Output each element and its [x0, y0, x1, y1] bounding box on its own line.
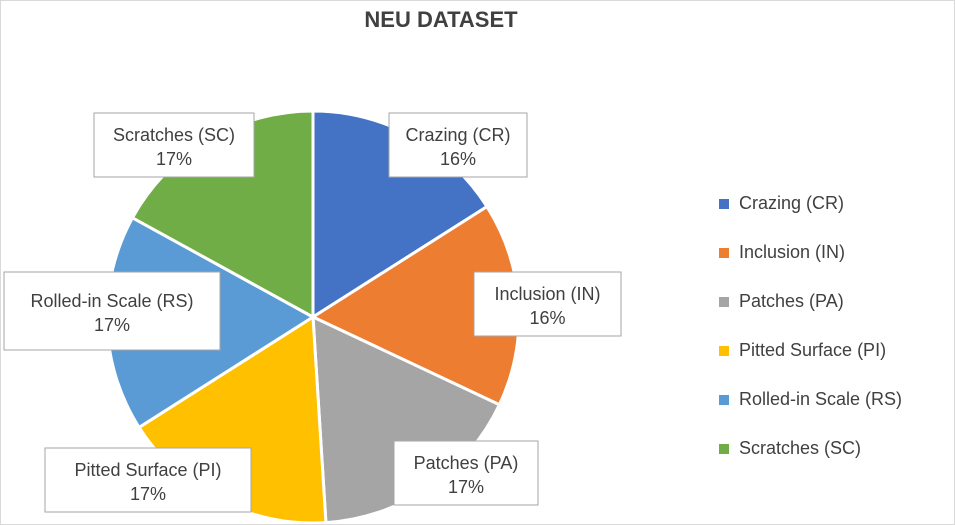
- legend-label: Rolled-in Scale (RS): [739, 389, 903, 409]
- data-label-value: 16%: [529, 308, 565, 328]
- data-label-category: Scratches (SC): [113, 125, 235, 145]
- chart-title: NEU DATASET: [364, 7, 518, 32]
- legend-item: Crazing (CR): [719, 179, 902, 228]
- data-label-box: [388, 112, 528, 178]
- data-label-box: [93, 112, 255, 178]
- legend: Crazing (CR) Inclusion (IN) Patches (PA)…: [719, 179, 902, 473]
- legend-item: Rolled-in Scale (RS): [719, 375, 902, 424]
- data-label-box: [3, 271, 221, 351]
- legend-item: Pitted Surface (PI): [719, 326, 902, 375]
- data-label-value: 17%: [156, 149, 192, 169]
- legend-label: Inclusion (IN): [739, 242, 846, 262]
- data-label-value: 16%: [440, 149, 476, 169]
- legend-item: Scratches (SC): [719, 424, 902, 473]
- legend-label: Patches (PA): [739, 291, 844, 311]
- data-label-category: Inclusion (IN): [494, 284, 600, 304]
- data-label-category: Pitted Surface (PI): [74, 460, 221, 480]
- legend-swatch: [719, 443, 729, 454]
- data-label-box: [44, 447, 252, 513]
- legend-swatch: [719, 394, 729, 405]
- legend-item: Patches (PA): [719, 277, 902, 326]
- data-label-value: 17%: [448, 477, 484, 497]
- legend-swatch: [719, 247, 729, 258]
- data-label: Crazing (CR) 16%: [388, 112, 528, 178]
- legend-label: Pitted Surface (PI): [739, 340, 887, 360]
- legend-label: Crazing (CR): [739, 193, 845, 213]
- data-label-value: 17%: [94, 315, 130, 335]
- data-label-category: Patches (PA): [414, 453, 519, 473]
- data-label: Inclusion (IN) 16%: [473, 271, 622, 337]
- data-label-category: Crazing (CR): [405, 125, 510, 145]
- data-labels: Crazing (CR) 16% Inclusion (IN) 16% Patches …: [3, 112, 622, 513]
- legend-swatch: [719, 198, 729, 209]
- data-label-value: 17%: [130, 484, 166, 504]
- legend-label: Scratches (SC): [739, 438, 862, 458]
- data-label: Scratches (SC) 17%: [93, 112, 255, 178]
- data-label: Rolled-in Scale (RS) 17%: [3, 271, 221, 351]
- legend-swatch: [719, 296, 729, 307]
- legend-swatch: [719, 345, 729, 356]
- data-label: Patches (PA) 17%: [393, 440, 539, 506]
- legend-item: Inclusion (IN): [719, 228, 902, 277]
- data-label-box: [393, 440, 539, 506]
- data-label-category: Rolled-in Scale (RS): [30, 291, 193, 311]
- data-label: Pitted Surface (PI) 17%: [44, 447, 252, 513]
- data-label-box: [473, 271, 622, 337]
